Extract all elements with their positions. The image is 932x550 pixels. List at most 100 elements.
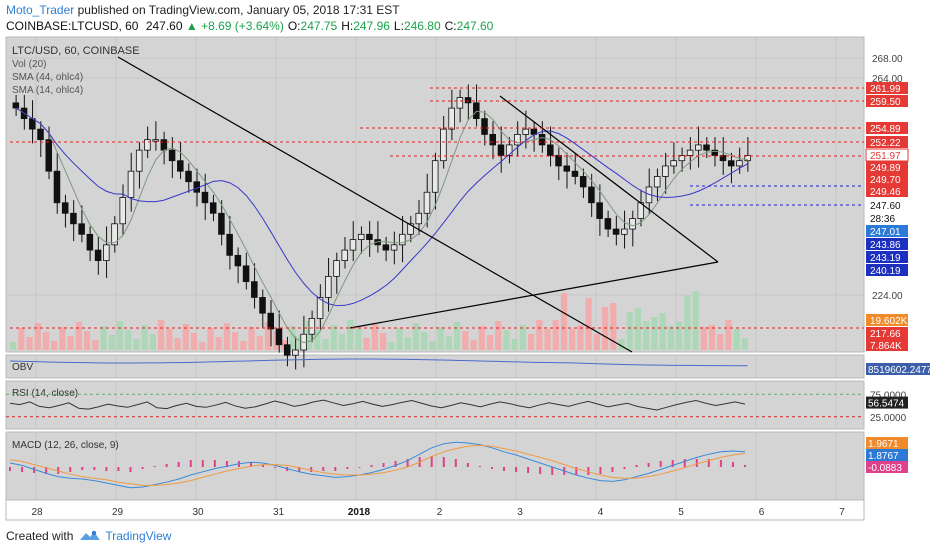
price-label-box bbox=[866, 185, 908, 197]
macd-histogram-bar bbox=[406, 459, 409, 467]
volume-bar bbox=[199, 342, 206, 350]
volume-bar bbox=[708, 325, 716, 350]
macd-value-text: 1.8767 bbox=[868, 451, 899, 462]
volume-bar bbox=[380, 333, 387, 350]
candle-body bbox=[423, 191, 431, 214]
candle-body bbox=[144, 139, 151, 151]
price-label-box bbox=[866, 225, 908, 237]
macd-histogram-bar bbox=[515, 467, 518, 472]
volume-bar bbox=[684, 295, 691, 350]
candle-body bbox=[94, 249, 102, 262]
candle-body bbox=[522, 128, 529, 135]
x-tick-label: 29 bbox=[112, 507, 124, 518]
time-axis bbox=[5, 499, 865, 521]
volume-bar bbox=[264, 322, 272, 350]
volume-bar bbox=[338, 334, 346, 350]
macd-histogram-bar bbox=[21, 467, 24, 472]
candle-body bbox=[103, 244, 110, 262]
candle-body bbox=[111, 223, 118, 246]
volume-bar bbox=[149, 334, 156, 350]
candle-body bbox=[201, 191, 209, 204]
volume-bar bbox=[363, 338, 370, 350]
macd-histogram-bar bbox=[695, 459, 698, 467]
candle-body bbox=[357, 233, 365, 240]
macd-histogram-bar bbox=[141, 467, 144, 469]
candle-body bbox=[662, 165, 669, 177]
username-link[interactable]: Moto_Trader bbox=[6, 3, 75, 17]
volume-bar bbox=[454, 322, 461, 350]
x-tick-label: 6 bbox=[759, 507, 765, 518]
price-tick-label: 224.00 bbox=[872, 291, 903, 302]
volume-bar bbox=[322, 339, 329, 350]
volume-bar bbox=[667, 326, 674, 350]
price-tick-label: 264.00 bbox=[872, 74, 903, 85]
volume-bar bbox=[626, 312, 633, 350]
macd-histogram-bar bbox=[527, 467, 530, 473]
obv-value-box bbox=[866, 363, 930, 375]
macd-histogram-bar bbox=[45, 467, 48, 474]
price-tick-label: 268.00 bbox=[872, 54, 903, 65]
candle-body bbox=[547, 144, 554, 156]
macd-value-text: 1.9671 bbox=[868, 439, 899, 450]
volume-bar bbox=[240, 341, 247, 350]
macd-histogram-bar bbox=[129, 467, 132, 472]
volume-bar bbox=[618, 339, 625, 350]
candle-body bbox=[333, 260, 340, 277]
candle-body bbox=[86, 233, 94, 251]
volume-bar bbox=[725, 320, 732, 350]
candle-body bbox=[464, 97, 472, 104]
volume-bar bbox=[158, 320, 165, 350]
candle-body bbox=[678, 155, 686, 162]
candle-body bbox=[366, 233, 373, 240]
rsi-value-box bbox=[866, 396, 908, 409]
macd-value-box bbox=[866, 437, 908, 449]
sma-fast-line bbox=[15, 107, 748, 344]
candle-body bbox=[670, 160, 677, 167]
indicator-legend-label: SMA (14, ohlc4) bbox=[12, 85, 83, 96]
candle-body bbox=[711, 149, 719, 156]
volume-bar bbox=[421, 332, 428, 350]
volume-bar bbox=[593, 334, 600, 350]
volume-bar bbox=[519, 325, 526, 350]
candle-body bbox=[514, 133, 521, 146]
candle-body bbox=[629, 218, 636, 230]
macd-histogram-bar bbox=[33, 467, 36, 473]
obv-pane bbox=[5, 354, 865, 379]
volume-bar bbox=[190, 333, 198, 350]
volume-bar bbox=[67, 336, 74, 350]
volume-bar bbox=[248, 327, 255, 350]
candle-body bbox=[37, 128, 44, 141]
volume-bar bbox=[412, 323, 420, 350]
volume-bar bbox=[643, 321, 650, 350]
obv-title: OBV bbox=[12, 362, 33, 373]
candle-body bbox=[686, 149, 694, 156]
volume-bar bbox=[306, 321, 313, 350]
candle-body bbox=[226, 233, 233, 256]
price-label-box bbox=[866, 238, 908, 250]
candle-body bbox=[399, 233, 406, 246]
volume-bar bbox=[18, 328, 25, 350]
macd-histogram-bar bbox=[647, 463, 650, 467]
volume-bar bbox=[437, 327, 444, 350]
candle-body bbox=[127, 170, 135, 198]
chart-canvas[interactable]: 28 29 30 31 2018 2 3 4 5 6 7 268.00 264.00 224.00 261.… bbox=[0, 0, 932, 525]
macd-histogram-bar bbox=[165, 464, 168, 467]
candle-body bbox=[168, 149, 176, 162]
obv-line bbox=[9, 358, 748, 367]
candle-body bbox=[579, 176, 587, 188]
volume-bar bbox=[330, 325, 337, 350]
price-label-text: 261.99 bbox=[870, 84, 901, 95]
published-text: published on TradingView.com, January 05… bbox=[77, 3, 400, 17]
volume-bar bbox=[495, 321, 502, 350]
volume-bar bbox=[676, 322, 683, 350]
candle-body bbox=[695, 144, 702, 151]
candle-body bbox=[505, 144, 513, 156]
candle-body bbox=[604, 218, 612, 230]
volume-bar bbox=[92, 340, 99, 350]
candle-body bbox=[481, 118, 488, 135]
tradingview-link[interactable]: TradingView bbox=[105, 529, 172, 543]
price-label-text: 240.19 bbox=[870, 266, 901, 277]
tradingview-logo-icon bbox=[80, 530, 101, 540]
volume-bar bbox=[552, 320, 559, 350]
volume-bar bbox=[355, 329, 362, 350]
